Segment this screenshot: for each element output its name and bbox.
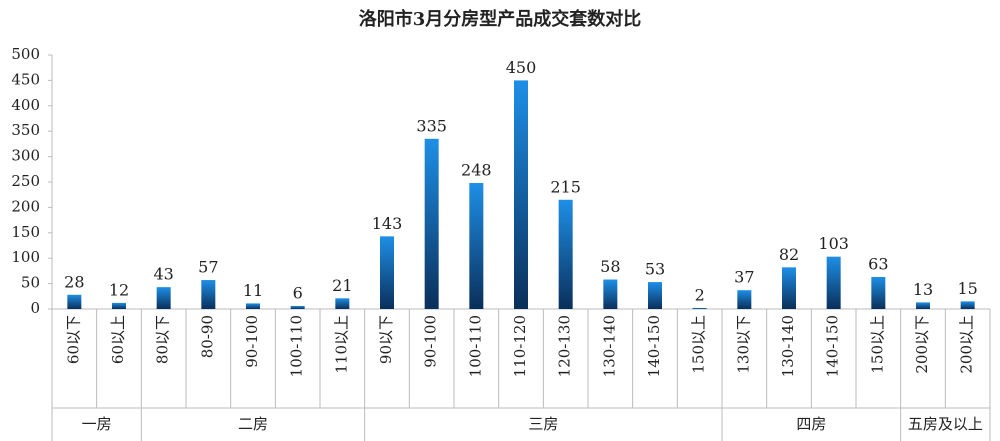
y-tick-label: 400 <box>11 96 40 114</box>
bar <box>156 287 171 309</box>
bar <box>826 256 841 309</box>
value-label: 103 <box>818 234 849 253</box>
value-label: 13 <box>913 280 933 299</box>
x-tick-label: 90-100 <box>422 315 440 368</box>
bar <box>246 303 260 309</box>
value-label: 335 <box>416 116 447 135</box>
value-label: 215 <box>550 177 581 196</box>
y-tick-label: 450 <box>11 70 40 88</box>
x-tick-label: 140-150 <box>824 315 842 377</box>
value-label: 248 <box>461 161 492 180</box>
x-tick-label: 80以下 <box>154 315 172 364</box>
x-tick-label: 150以上 <box>690 315 708 374</box>
bar <box>871 276 886 309</box>
y-tick-label: 500 <box>11 45 40 63</box>
value-label: 143 <box>372 214 403 233</box>
bar <box>514 80 528 310</box>
bar <box>380 236 394 309</box>
y-tick-label: 200 <box>11 197 40 215</box>
value-label: 58 <box>600 257 620 276</box>
value-label: 450 <box>506 58 537 77</box>
bar <box>558 199 573 309</box>
value-label: 11 <box>243 281 263 300</box>
value-label: 28 <box>64 272 84 291</box>
bar <box>960 301 975 309</box>
bar <box>782 267 796 309</box>
y-tick-label: 50 <box>21 274 40 292</box>
y-tick-label: 350 <box>11 121 40 139</box>
x-tick-label: 110-120 <box>511 315 529 377</box>
value-label: 63 <box>868 254 888 273</box>
bar <box>603 279 618 309</box>
bar <box>335 298 350 309</box>
x-tick-label: 140-150 <box>645 315 663 377</box>
value-label: 82 <box>779 245 799 264</box>
group-label: 四房 <box>796 415 826 433</box>
x-tick-label: 130-140 <box>600 315 618 377</box>
value-label: 6 <box>293 283 303 302</box>
value-label: 2 <box>695 285 705 304</box>
y-tick-label: 150 <box>11 223 40 241</box>
x-tick-label: 60以上 <box>109 315 127 364</box>
value-label: 37 <box>734 268 754 287</box>
group-label: 三房 <box>528 415 558 433</box>
bar <box>290 305 305 309</box>
x-tick-label: 80-90 <box>198 315 216 358</box>
x-tick-label: 90以下 <box>377 315 395 364</box>
bar <box>737 290 752 309</box>
x-tick-label: 110以上 <box>332 315 350 374</box>
bar <box>916 302 930 309</box>
x-tick-label: 200以下 <box>913 315 931 374</box>
x-tick-label: 90-100 <box>243 315 261 368</box>
group-label: 五房及以上 <box>908 415 983 433</box>
bar <box>692 307 707 309</box>
value-label: 15 <box>957 279 977 298</box>
x-tick-label: 60以下 <box>64 315 82 364</box>
x-tick-label: 100-110 <box>466 315 484 377</box>
y-tick-label: 100 <box>11 248 40 266</box>
bar <box>648 282 662 309</box>
value-label: 43 <box>153 265 173 284</box>
bar <box>469 183 484 309</box>
value-label: 57 <box>198 258 218 277</box>
group-label: 一房 <box>82 415 112 433</box>
value-label: 53 <box>645 260 665 279</box>
x-tick-label: 120-130 <box>556 315 574 377</box>
y-tick-label: 250 <box>11 172 40 190</box>
x-tick-label: 150以上 <box>868 315 886 374</box>
bar <box>424 138 439 309</box>
bar <box>112 302 126 309</box>
y-tick-label: 300 <box>11 147 40 165</box>
bar <box>67 294 82 309</box>
chart-title: 洛阳市3月分房型产品成交套数对比 <box>359 8 642 30</box>
bar <box>201 280 216 309</box>
value-label: 21 <box>332 276 352 295</box>
x-tick-label: 200以上 <box>958 315 976 374</box>
x-tick-label: 130以下 <box>734 315 752 374</box>
x-tick-label: 100-110 <box>288 315 306 377</box>
group-label: 二房 <box>238 415 268 433</box>
value-label: 12 <box>109 280 129 299</box>
y-tick-label: 0 <box>30 299 40 317</box>
x-tick-label: 130-140 <box>779 315 797 377</box>
